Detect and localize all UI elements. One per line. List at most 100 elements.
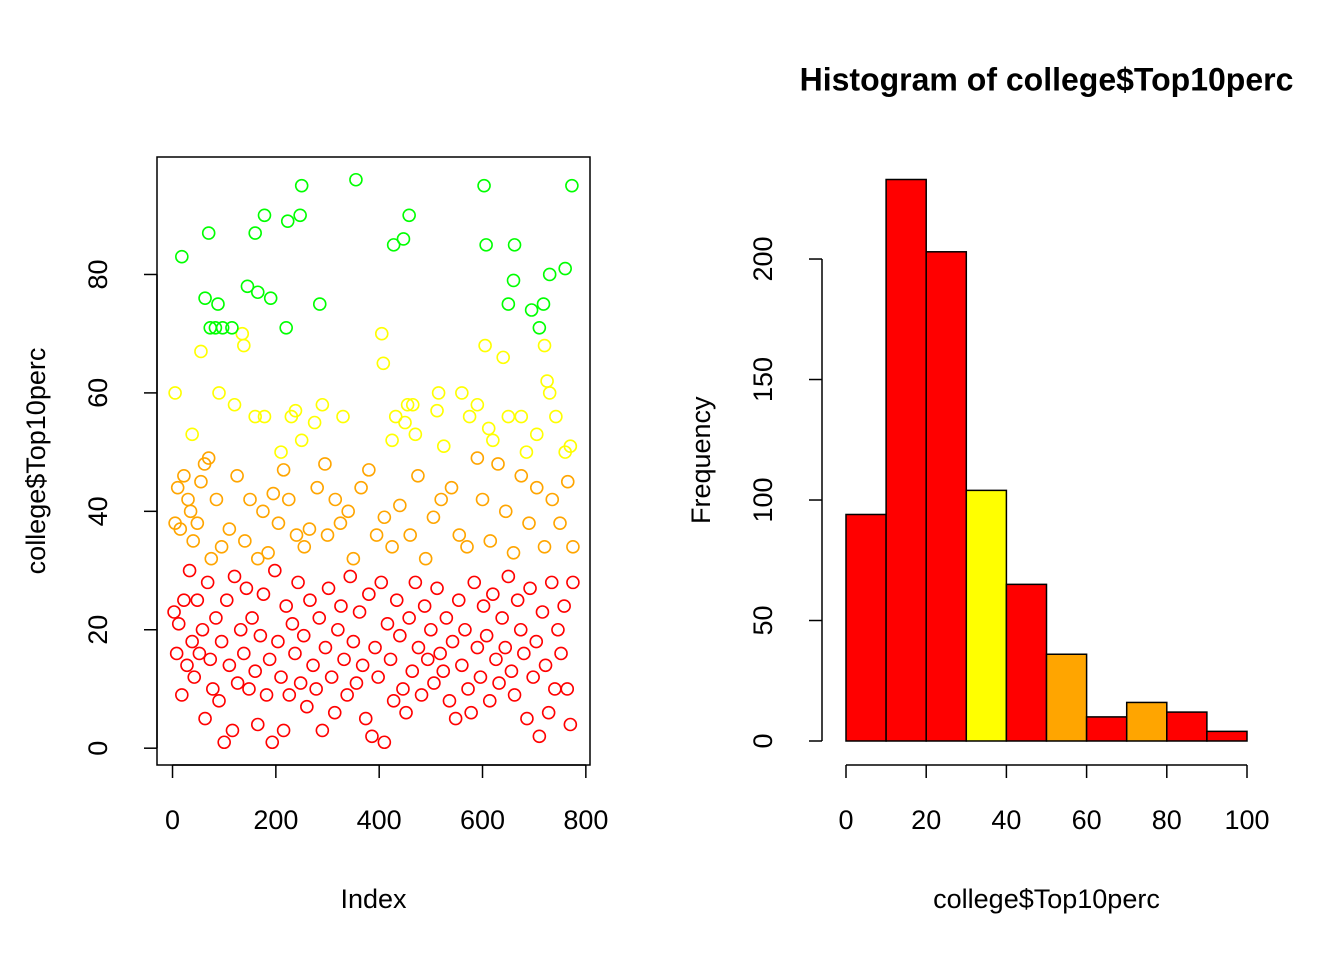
point	[461, 682, 475, 696]
point	[554, 646, 568, 661]
point	[352, 605, 367, 619]
point	[478, 338, 492, 353]
point	[303, 593, 317, 607]
point	[501, 409, 516, 424]
point	[222, 522, 237, 536]
point	[408, 575, 423, 590]
point	[293, 676, 308, 690]
point	[310, 480, 324, 495]
point	[265, 735, 280, 750]
point	[439, 611, 454, 625]
point	[496, 350, 510, 365]
point	[553, 516, 567, 530]
bar	[885, 178, 927, 742]
point	[201, 451, 216, 465]
y-tick-label: 40	[83, 496, 113, 526]
point	[248, 409, 262, 424]
point	[566, 540, 580, 554]
point	[219, 593, 234, 607]
point	[182, 563, 197, 578]
point	[203, 652, 218, 667]
point	[430, 403, 444, 418]
point	[225, 723, 240, 738]
x-tick-label: 400	[357, 805, 402, 835]
point	[261, 545, 275, 560]
point	[204, 551, 219, 566]
x-tick-label: 200	[253, 805, 298, 835]
point	[262, 652, 277, 667]
point	[452, 528, 467, 542]
point	[169, 646, 184, 661]
point	[517, 646, 531, 661]
point	[398, 415, 412, 430]
point	[300, 699, 314, 714]
point	[190, 516, 205, 530]
point	[208, 320, 223, 335]
point	[537, 338, 552, 353]
point	[240, 279, 255, 294]
point	[529, 480, 544, 495]
point	[473, 670, 488, 684]
point	[467, 575, 482, 590]
point	[337, 652, 351, 667]
point	[183, 504, 198, 519]
point	[312, 611, 327, 625]
point	[309, 682, 323, 696]
point	[400, 397, 415, 412]
point	[340, 688, 354, 702]
point	[222, 658, 237, 673]
x-tick-label: 800	[563, 805, 608, 835]
point	[551, 622, 565, 637]
point	[349, 676, 364, 690]
y-tick-label: 60	[83, 378, 113, 408]
point	[198, 291, 212, 305]
point	[549, 409, 563, 424]
point	[320, 528, 335, 542]
point	[377, 735, 392, 750]
point	[374, 326, 389, 341]
point	[380, 617, 395, 631]
point	[399, 705, 413, 720]
point	[180, 658, 194, 673]
point	[526, 670, 540, 684]
point	[524, 303, 539, 317]
point	[217, 735, 231, 750]
point	[444, 480, 459, 495]
point	[256, 504, 270, 519]
point	[405, 664, 420, 679]
point	[315, 723, 330, 738]
point	[343, 569, 358, 584]
x-tick-label: 20	[911, 805, 941, 835]
point	[563, 439, 578, 453]
point	[513, 622, 528, 637]
point	[386, 694, 401, 708]
point	[318, 640, 333, 655]
point	[442, 694, 457, 708]
point	[253, 628, 268, 643]
point	[257, 208, 272, 223]
point	[545, 492, 560, 507]
point	[560, 682, 575, 696]
point	[187, 670, 202, 684]
point	[506, 273, 521, 288]
point	[212, 694, 226, 708]
point	[324, 670, 339, 684]
point	[318, 457, 332, 471]
point	[206, 682, 220, 696]
bar	[845, 513, 887, 742]
point	[276, 723, 291, 738]
point	[376, 356, 391, 371]
point	[288, 646, 302, 661]
point	[331, 622, 345, 637]
point	[289, 528, 304, 542]
point	[495, 611, 509, 625]
point	[393, 498, 407, 513]
point	[563, 717, 578, 732]
x-tick-label: 600	[460, 805, 505, 835]
point	[271, 516, 286, 530]
point	[248, 226, 262, 240]
point	[520, 711, 534, 726]
point	[532, 320, 547, 335]
point	[542, 386, 557, 400]
point	[436, 439, 451, 453]
